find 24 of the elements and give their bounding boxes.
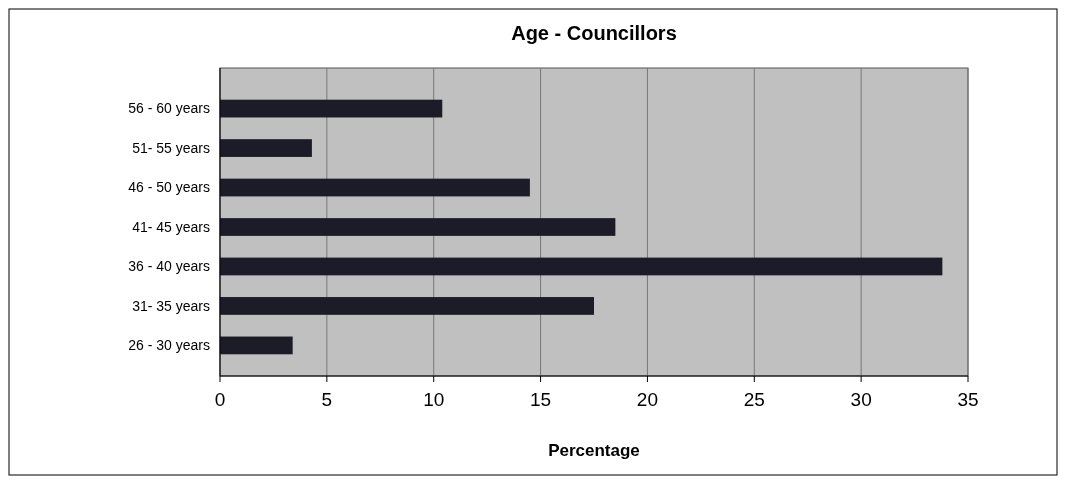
- y-tick-label: 41- 45 years: [132, 218, 210, 235]
- x-tick-label: 35: [957, 389, 979, 410]
- bar: [220, 257, 943, 276]
- y-tick-label: 46 - 50 years: [128, 179, 210, 196]
- x-tick-label: 15: [530, 389, 552, 410]
- y-tick-label: 36 - 40 years: [128, 258, 210, 275]
- y-tick-label: 31- 35 years: [132, 297, 210, 314]
- x-tick-label: 10: [423, 389, 445, 410]
- y-tick-label: 26 - 30 years: [128, 337, 210, 354]
- x-axis-title: Percentage: [548, 441, 640, 460]
- bar: [220, 139, 312, 157]
- y-tick-label: 56 - 60 years: [128, 100, 210, 117]
- x-tick-label: 5: [321, 389, 333, 410]
- x-tick-label: 30: [850, 389, 872, 410]
- bar: [220, 336, 293, 355]
- chart-title: Age - Councillors: [511, 22, 677, 44]
- bar: [220, 178, 530, 197]
- bar: [220, 99, 443, 118]
- x-tick-label: 20: [636, 389, 658, 410]
- bar: [220, 297, 594, 315]
- x-tick-label: 0: [214, 389, 226, 410]
- bar: [220, 218, 616, 236]
- x-tick-label: 25: [743, 389, 765, 410]
- y-tick-label: 51- 55 years: [132, 139, 210, 156]
